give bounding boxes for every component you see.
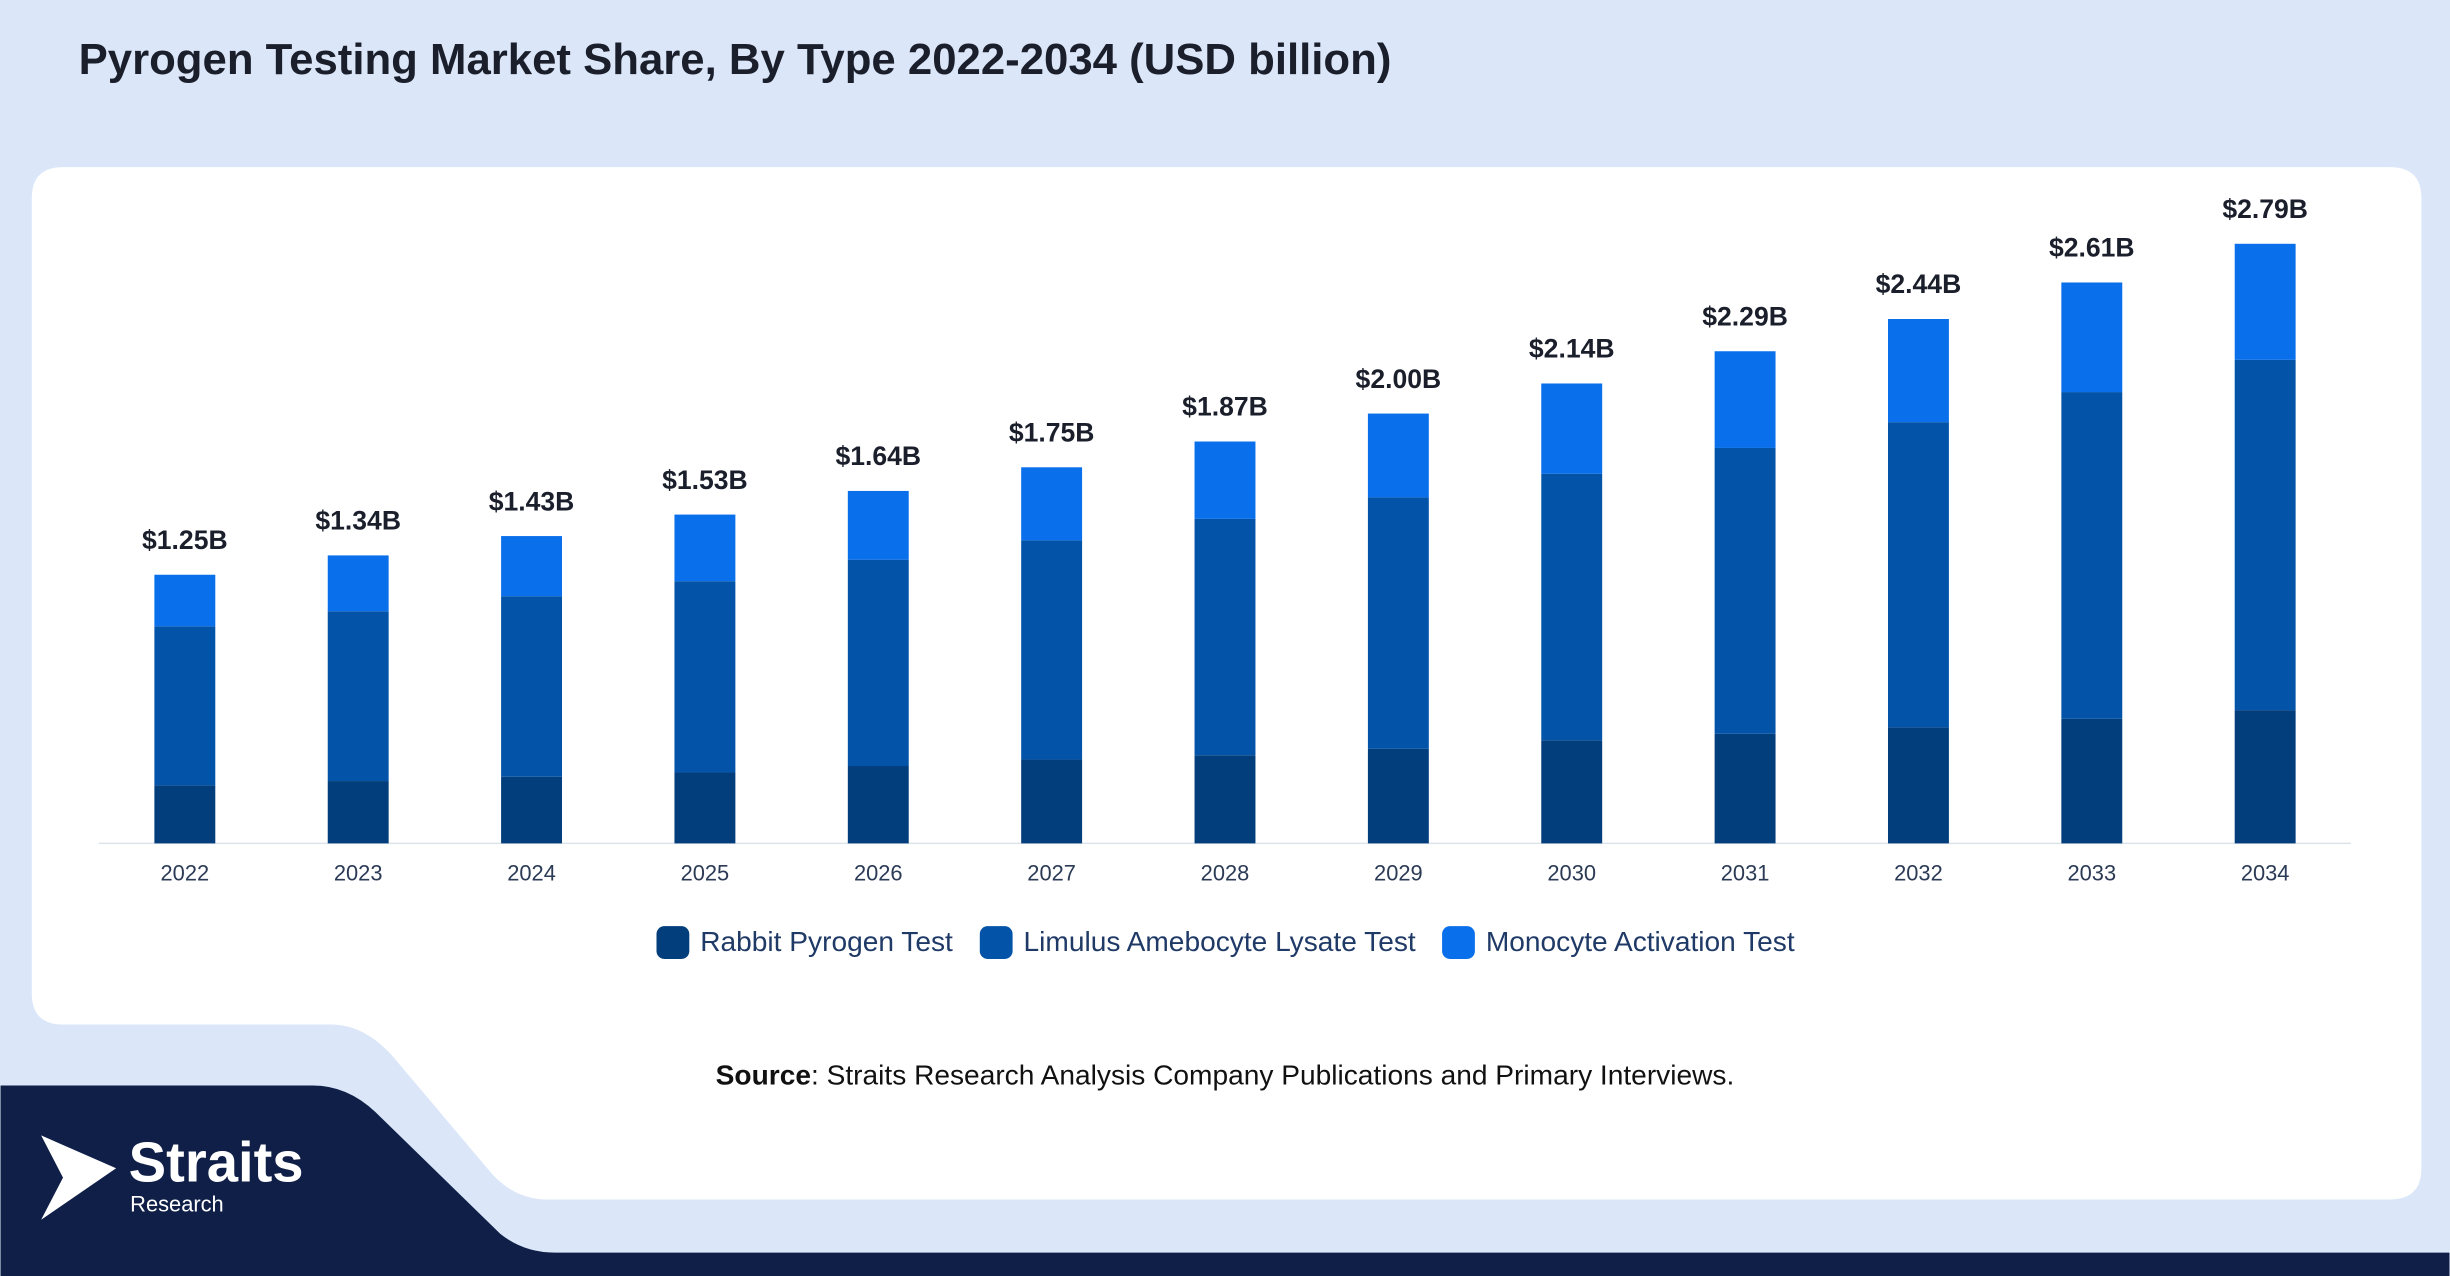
bar-segment (1021, 467, 1083, 541)
x-tick-label: 2033 (2067, 860, 2116, 885)
bar-segment (847, 766, 909, 844)
x-tick-label: 2029 (1374, 860, 1423, 885)
source-text: : Straits Research Analysis Company Publ… (811, 1060, 1734, 1091)
legend-label: Monocyte Activation Test (1486, 926, 1795, 957)
bar-segment (501, 776, 563, 844)
bar-segment (1887, 727, 1949, 844)
brand-sub: Research (130, 1191, 224, 1216)
bar-segment (154, 626, 216, 786)
bar-segment (1714, 447, 1776, 734)
bar-segment (1367, 413, 1429, 498)
x-tick-label: 2032 (1894, 860, 1943, 885)
source-label: Source (716, 1060, 811, 1091)
bar-segment (847, 490, 909, 560)
x-tick-label: 2025 (681, 860, 730, 885)
bar-segment (1541, 740, 1603, 844)
bar-segment (2234, 243, 2296, 360)
bar-segment (1194, 518, 1256, 756)
bar-segment (2234, 710, 2296, 844)
legend-swatch (979, 926, 1013, 959)
bar-segment (1541, 383, 1603, 474)
legend-label: Limulus Amebocyte Lysate Test (1024, 926, 1416, 957)
bar-segment (154, 785, 216, 844)
bar-segment (1541, 473, 1603, 741)
x-tick-label: 2030 (1547, 860, 1596, 885)
source: Source: Straits Research Analysis Compan… (716, 1060, 1735, 1091)
total-label: $1.25B (142, 525, 228, 555)
x-tick-label: 2022 (161, 860, 210, 885)
bar-segment (1887, 319, 1949, 423)
total-label: $2.79B (2222, 194, 2308, 224)
bar-segment (2061, 282, 2123, 393)
x-tick-label: 2034 (2241, 860, 2290, 885)
bar-segment (1367, 748, 1429, 844)
brand-band (0, 1085, 2450, 1276)
x-tick-label: 2028 (1201, 860, 1250, 885)
total-label: $2.14B (1529, 334, 1615, 364)
bar-segment (154, 574, 216, 627)
bar-segment (1367, 497, 1429, 749)
x-tick-label: 2023 (334, 860, 383, 885)
bar-segment (1714, 733, 1776, 844)
bar-segment (1021, 759, 1083, 844)
bar-segment (327, 781, 389, 844)
bar-segment (674, 581, 736, 773)
bar-segment (501, 596, 563, 777)
total-label: $1.75B (1009, 418, 1095, 448)
total-label: $1.53B (662, 465, 748, 495)
bar-segment (674, 514, 736, 582)
total-label: $2.29B (1702, 301, 1788, 331)
total-label: $1.43B (489, 486, 575, 516)
total-label: $1.87B (1182, 392, 1268, 422)
x-tick-label: 2026 (854, 860, 903, 885)
x-tick-label: 2024 (507, 860, 556, 885)
legend-swatch (1442, 926, 1475, 959)
bar-segment (2234, 359, 2296, 711)
bar-segment (1714, 351, 1776, 448)
bar-segment (847, 559, 909, 767)
bar-segment (1021, 540, 1083, 760)
total-label: $1.34B (315, 506, 401, 536)
total-label: $2.61B (2049, 233, 2135, 263)
x-tick-label: 2031 (1721, 860, 1770, 885)
legend-swatch (656, 926, 690, 959)
bar-segment (1194, 441, 1256, 519)
total-label: $2.00B (1356, 364, 1442, 394)
bar-segment (2061, 392, 2123, 719)
bar-segment (674, 772, 736, 844)
bar-segment (327, 611, 389, 782)
chart-title: Pyrogen Testing Market Share, By Type 20… (79, 35, 1392, 84)
bar-segment (1194, 755, 1256, 844)
total-label: $2.44B (1876, 269, 1962, 299)
x-tick-label: 2027 (1027, 860, 1076, 885)
bar-segment (2061, 718, 2123, 844)
brand: Straits (129, 1131, 304, 1194)
bar-segment (1887, 422, 1949, 728)
logo-icon (41, 1135, 117, 1220)
total-label: $1.64B (835, 441, 921, 471)
legend-label: Rabbit Pyrogen Test (700, 926, 953, 957)
bar-segment (327, 555, 389, 612)
bar-segment (501, 536, 563, 597)
